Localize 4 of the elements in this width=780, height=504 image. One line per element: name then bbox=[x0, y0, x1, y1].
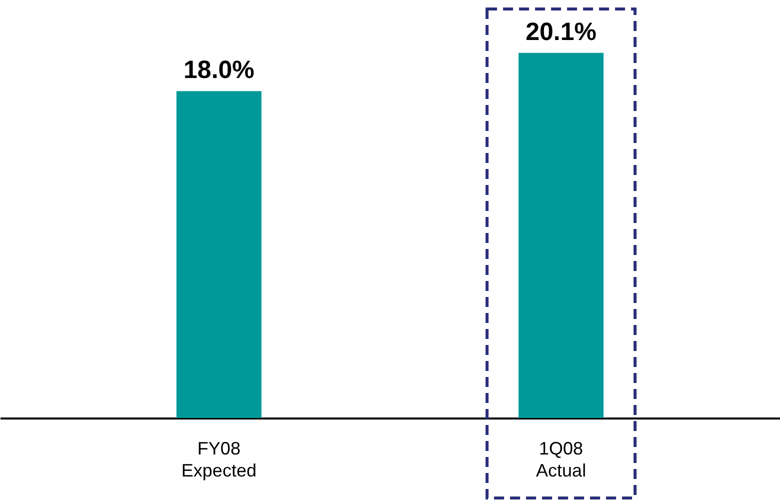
x-tick-label: FY08 Expected bbox=[181, 438, 256, 480]
x-tick-label: 1Q08 Actual bbox=[536, 438, 586, 480]
data-label: 18.0% bbox=[184, 56, 254, 84]
data-label: 20.1% bbox=[526, 18, 596, 46]
